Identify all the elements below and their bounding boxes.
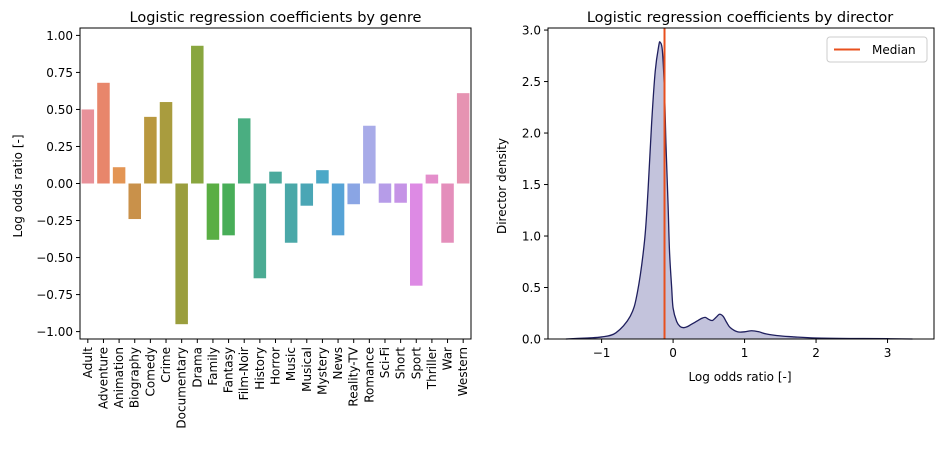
x-tick-label: Western — [456, 347, 470, 396]
bar-history — [253, 183, 267, 279]
x-tick-label: 2 — [812, 346, 820, 360]
bar-crime — [159, 102, 173, 184]
genre-x-axis: Adult Adventure Animation Biography Comedy Cr… — [81, 339, 470, 429]
legend-box — [826, 36, 928, 63]
bar-comedy — [144, 116, 157, 184]
y-tick-label: 3.0 — [522, 24, 541, 38]
bar-mystery — [316, 170, 329, 184]
y-tick-label: −1.00 — [36, 325, 73, 339]
y-tick-label: −0.75 — [36, 288, 73, 302]
bar-thriller — [425, 174, 439, 184]
director-x-axis: −1 0 1 2 3 — [593, 339, 892, 360]
genre-y-axis: 1.00 0.75 0.50 0.25 0.00 −0.25 −0.50 −0.75 −1.00 — [36, 29, 80, 339]
bar-family — [206, 183, 220, 240]
bar-war — [441, 183, 454, 243]
genre-chart-title: Logistic regression coefficients by genr… — [130, 10, 422, 26]
x-tick-label: History — [253, 347, 267, 390]
density-fill — [565, 41, 913, 339]
legend-median-label: Median — [872, 43, 916, 57]
genre-bars — [81, 45, 470, 325]
director-chart: Logistic regression coefficients by dire… — [495, 10, 935, 384]
bar-film-noir — [237, 118, 251, 184]
bar-western — [456, 93, 470, 184]
director-plot-frame — [547, 27, 935, 340]
x-tick-label: Romance — [362, 347, 376, 403]
director-chart-title: Logistic regression coefficients by dire… — [587, 10, 893, 26]
bar-horror — [269, 171, 282, 184]
x-tick-label: Thriller — [425, 347, 439, 390]
x-tick-label: Animation — [112, 347, 126, 408]
y-tick-label: 1.0 — [522, 230, 541, 244]
x-tick-label: Biography — [128, 347, 142, 408]
bar-documentary — [175, 183, 188, 325]
x-tick-label: Comedy — [143, 347, 157, 397]
bar-short — [394, 183, 407, 203]
director-density-plot — [565, 28, 913, 340]
y-tick-label: 0.50 — [46, 103, 73, 117]
x-tick-label: Documentary — [175, 347, 189, 429]
y-tick-label: 0.25 — [46, 140, 73, 154]
bar-news — [331, 183, 345, 236]
bar-adventure — [97, 82, 110, 184]
genre-chart-ylabel: Log odds ratio [-] — [11, 134, 25, 237]
y-tick-label: −0.25 — [36, 214, 73, 228]
genre-chart: Logistic regression coefficients by genr… — [11, 10, 472, 429]
density-line — [565, 41, 913, 340]
bar-musical — [300, 183, 314, 206]
bar-romance — [363, 125, 376, 184]
x-tick-label: Musical — [300, 347, 314, 392]
x-tick-label: News — [331, 347, 345, 379]
y-tick-label: 2.5 — [522, 75, 541, 89]
x-tick-label: Fantasy — [222, 347, 236, 393]
x-tick-label: −1 — [593, 346, 611, 360]
x-tick-label: Music — [284, 347, 298, 381]
x-tick-label: Mystery — [315, 347, 329, 395]
bar-biography — [128, 183, 141, 220]
y-tick-label: −0.50 — [36, 251, 73, 265]
x-tick-label: Reality-TV — [347, 346, 361, 406]
bar-animation — [112, 167, 126, 184]
x-tick-label: War — [441, 347, 455, 370]
x-tick-label: Crime — [159, 347, 173, 383]
bar-sport — [410, 183, 423, 286]
y-tick-label: 1.5 — [522, 178, 541, 192]
bar-reality-tv — [347, 183, 360, 205]
director-chart-xlabel: Log odds ratio [-] — [688, 370, 791, 384]
x-tick-label: Sport — [409, 347, 423, 380]
legend: Median — [826, 36, 928, 63]
bar-drama — [191, 45, 204, 184]
x-tick-label: Adventure — [96, 347, 110, 409]
y-tick-label: 1.00 — [46, 29, 73, 43]
y-tick-label: 0.75 — [46, 66, 73, 80]
y-tick-label: 0.00 — [46, 177, 73, 191]
y-tick-label: 0.0 — [522, 333, 541, 347]
director-chart-ylabel: Director density — [495, 138, 509, 234]
x-tick-label: Family — [206, 347, 220, 386]
x-tick-label: Short — [394, 347, 408, 379]
genre-plot-frame — [79, 27, 472, 340]
x-tick-label: 3 — [884, 346, 892, 360]
bar-music — [284, 183, 298, 243]
bar-sci-fi — [378, 183, 392, 203]
x-tick-label: 1 — [741, 346, 749, 360]
x-tick-label: Sci-Fi — [378, 347, 392, 378]
x-tick-label: Adult — [81, 347, 95, 379]
y-tick-label: 0.5 — [522, 281, 541, 295]
x-tick-label: Horror — [269, 347, 283, 385]
bar-fantasy — [222, 183, 235, 236]
director-y-axis: 0.0 0.5 1.0 1.5 2.0 2.5 3.0 — [522, 24, 548, 347]
x-tick-label: Drama — [190, 347, 204, 388]
x-tick-label: Film-Noir — [237, 347, 251, 400]
x-tick-label: 0 — [669, 346, 677, 360]
bar-adult — [81, 109, 95, 184]
y-tick-label: 2.0 — [522, 127, 541, 141]
